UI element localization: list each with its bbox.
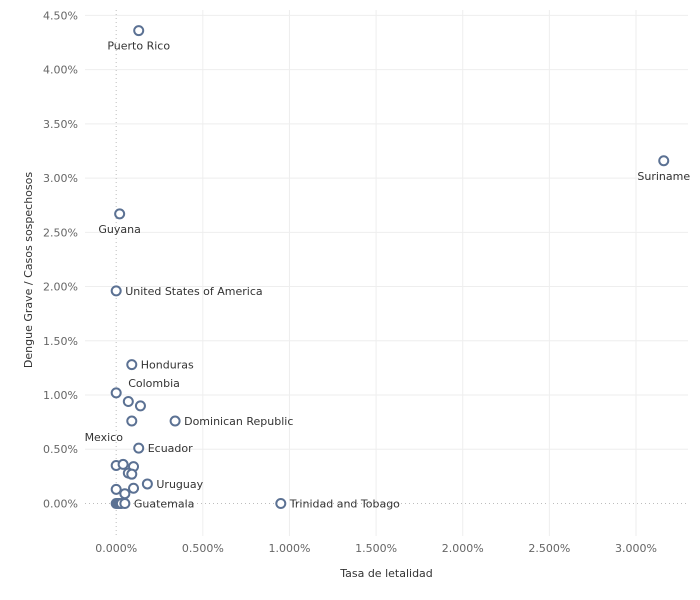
x-tick-label: 2.000% xyxy=(442,542,484,555)
data-points xyxy=(110,25,670,509)
x-tick-label: 0.000% xyxy=(95,542,137,555)
y-tick-label: 1.50% xyxy=(43,335,78,348)
data-point xyxy=(119,488,131,500)
x-axis-title: Tasa de letalidad xyxy=(339,567,433,580)
y-tick-label: 4.00% xyxy=(43,64,78,77)
point-label: Dominican Republic xyxy=(184,415,293,428)
point-label: Puerto Rico xyxy=(107,40,170,53)
point-label: Suriname xyxy=(637,170,690,183)
data-point xyxy=(110,483,122,495)
x-tick-label: 2.500% xyxy=(528,542,570,555)
data-point xyxy=(126,415,138,427)
point-label: Honduras xyxy=(141,359,194,372)
data-point xyxy=(169,415,181,427)
point-label: Uruguay xyxy=(156,478,203,491)
y-tick-label: 3.00% xyxy=(43,172,78,185)
data-point xyxy=(658,155,670,167)
y-tick-label: 0.00% xyxy=(43,497,78,510)
y-tick-label: 2.50% xyxy=(43,226,78,239)
point-label: Guatemala xyxy=(134,497,195,510)
point-label: Guyana xyxy=(98,223,140,236)
data-point xyxy=(117,458,129,470)
data-point xyxy=(110,387,122,399)
data-point xyxy=(133,442,145,454)
point-label: Mexico xyxy=(85,431,124,444)
y-axis-title: Dengue Grave / Casos sospechosos xyxy=(22,172,35,368)
point-label: Ecuador xyxy=(148,442,193,455)
point-label: United States of America xyxy=(125,285,262,298)
data-point xyxy=(119,497,131,509)
axes: 0.00% 0.50% 1.00% 1.50% 2.00% 2.50% 3.00% 3.50%… xyxy=(43,9,657,555)
point-label: Colombia xyxy=(128,377,180,390)
x-tick-label: 1.000% xyxy=(268,542,310,555)
grid xyxy=(85,10,688,536)
y-tick-label: 1.00% xyxy=(43,389,78,402)
y-tick-label: 4.50% xyxy=(43,9,78,22)
data-point xyxy=(275,497,287,509)
point-labels: Puerto Rico Suriname Guyana United States o… xyxy=(85,40,691,511)
data-point xyxy=(128,482,140,494)
data-point xyxy=(134,400,146,412)
data-point xyxy=(114,208,126,220)
x-tick-label: 0.500% xyxy=(182,542,224,555)
data-point xyxy=(141,478,153,490)
y-tick-label: 0.50% xyxy=(43,443,78,456)
data-point xyxy=(133,25,145,37)
data-point xyxy=(110,285,122,297)
data-point xyxy=(126,468,138,480)
x-tick-label: 3.000% xyxy=(615,542,657,555)
y-tick-label: 3.50% xyxy=(43,118,78,131)
y-tick-label: 2.00% xyxy=(43,281,78,294)
point-label: Trinidad and Tobago xyxy=(289,497,400,510)
x-tick-label: 1.500% xyxy=(355,542,397,555)
data-point xyxy=(126,359,138,371)
data-point xyxy=(122,396,134,408)
